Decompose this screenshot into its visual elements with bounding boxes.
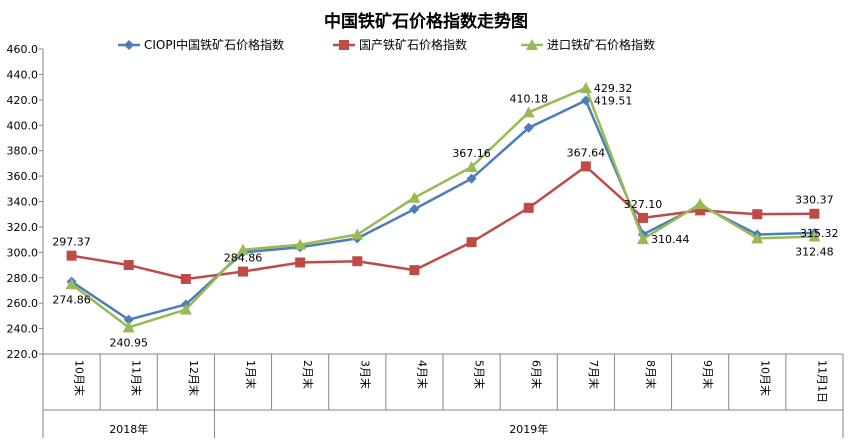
data-point-triangle	[294, 238, 307, 250]
x-category-label: 9月末	[701, 360, 715, 389]
y-tick-label: 380.0	[7, 145, 39, 158]
x-category-label: 11月1日	[815, 360, 828, 403]
data-point-triangle	[522, 106, 535, 118]
data-point-square	[523, 202, 534, 213]
y-tick-label: 320.0	[7, 221, 39, 234]
series-layer	[65, 81, 821, 333]
data-point-square	[238, 266, 248, 277]
data-point-square	[180, 274, 191, 285]
legend-entry-label: 进口铁矿石价格指数	[547, 37, 655, 52]
data-labels: 297.37 274.86 240.95 284.86 367.16 410.18 429.…	[52, 82, 838, 349]
series-line	[70, 86, 815, 329]
data-point-square	[66, 250, 77, 261]
data-label: 315.32	[800, 227, 839, 240]
y-tick-label: 400.0	[7, 119, 39, 132]
data-point-diamond	[123, 314, 134, 325]
data-point-square	[580, 161, 591, 172]
y-tick-label: 280.0	[7, 272, 39, 285]
data-point-triangle	[351, 228, 364, 240]
data-point-square	[123, 260, 134, 271]
y-tick-label: 440.0	[7, 68, 39, 81]
data-point-square	[466, 237, 477, 248]
x-category-label: 11月末	[130, 360, 144, 396]
data-label: 410.18	[509, 92, 548, 105]
data-point-triangle	[408, 191, 421, 203]
y-tick-label: 360.0	[7, 170, 39, 183]
data-point-triangle	[526, 39, 538, 50]
data-point-diamond	[124, 40, 134, 50]
data-point-triangle	[465, 160, 478, 172]
data-point-diamond	[409, 204, 420, 215]
x-group-label: 2018年	[109, 422, 148, 436]
data-label: 367.16	[452, 147, 491, 160]
y-tick-label: 300.0	[7, 246, 39, 259]
series-2	[65, 81, 821, 333]
y-tick-label: 260.0	[7, 297, 39, 310]
data-label: 297.37	[52, 236, 91, 249]
data-label: 367.64	[567, 146, 606, 159]
data-point-square	[295, 257, 306, 268]
data-label: 330.37	[795, 194, 834, 207]
y-tick-label: 340.0	[7, 196, 39, 209]
data-point-triangle	[122, 321, 135, 333]
data-label: 240.95	[109, 336, 148, 349]
x-category-label: 2月末	[301, 360, 315, 389]
data-label: 284.86	[224, 252, 263, 265]
y-tick-label: 460.0	[7, 43, 39, 56]
series-1	[66, 161, 820, 285]
x-category-label: 10月末	[758, 360, 772, 396]
data-point-square	[409, 265, 420, 276]
x-category-label: 10月末	[73, 360, 87, 396]
legend-entry-label: 国产铁矿石价格指数	[359, 37, 467, 52]
x-category-label: 5月末	[473, 360, 487, 389]
x-category-label: 8月末	[644, 360, 658, 389]
data-label: 429.32	[594, 82, 633, 95]
data-point-square	[752, 209, 763, 220]
data-point-diamond	[466, 173, 477, 184]
data-label: 312.48	[795, 245, 834, 258]
data-point-square	[809, 208, 820, 219]
chart-title: 中国铁矿石价格指数走势图	[324, 11, 528, 32]
data-label: 327.10	[624, 198, 663, 211]
data-point-triangle	[579, 81, 592, 93]
data-point-square	[695, 205, 706, 216]
data-label: 274.86	[52, 293, 91, 306]
data-point-square	[339, 40, 349, 50]
y-tick-label: 220.0	[7, 348, 39, 361]
x-category-label: 3月末	[358, 360, 372, 389]
data-point-square	[352, 256, 363, 267]
data-point-diamond	[523, 122, 534, 133]
x-category-label: 4月末	[415, 360, 429, 389]
data-label: 419.51	[594, 94, 633, 107]
x-category-label: 6月末	[530, 360, 544, 389]
data-point-triangle	[65, 278, 78, 290]
x-category-label: 12月末	[187, 360, 201, 396]
x-category-label: 1月末	[244, 360, 258, 389]
x-category-label: 7月末	[587, 360, 601, 389]
data-label: 310.44	[651, 233, 690, 246]
y-tick-label: 240.0	[7, 323, 39, 336]
legend: CIOPI中国铁矿石价格指数 国产铁矿石价格指数 进口铁矿石价格指数	[118, 37, 655, 52]
axes: 220.0 240.0 260.0 280.0 300.0 320.0 340.0 360.0…	[7, 43, 844, 438]
data-point-triangle	[237, 243, 249, 255]
x-group-label: 2019年	[509, 422, 548, 436]
data-point-square	[638, 212, 648, 223]
data-point-triangle	[694, 198, 707, 210]
legend-entry-label: CIOPI中国铁矿石价格指数	[144, 37, 284, 52]
data-point-triangle	[808, 230, 821, 242]
data-point-triangle	[637, 233, 649, 245]
series-line	[71, 165, 815, 281]
data-point-triangle	[179, 303, 192, 315]
y-tick-label: 420.0	[7, 94, 39, 107]
data-point-triangle	[751, 232, 764, 244]
